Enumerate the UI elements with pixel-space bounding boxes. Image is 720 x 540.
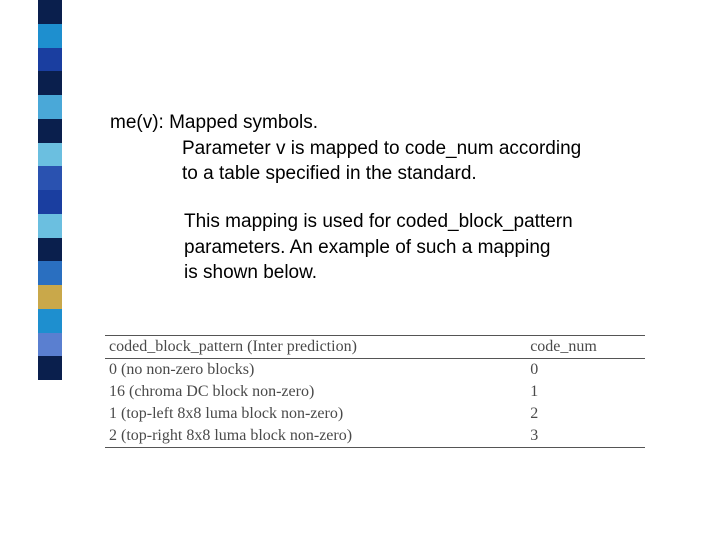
text-line: to a table specified in the standard. xyxy=(110,161,670,187)
table-cell: 3 xyxy=(526,425,645,448)
table-header-cell: code_num xyxy=(526,336,645,359)
decorative-sidebar xyxy=(38,0,62,380)
sidebar-block xyxy=(38,24,62,48)
main-text-block: me(v): Mapped symbols. Parameter v is ma… xyxy=(110,110,670,286)
table-row: 1 (top-left 8x8 luma block non-zero)2 xyxy=(105,403,645,425)
sidebar-block xyxy=(38,166,62,190)
table-cell: 2 xyxy=(526,403,645,425)
sidebar-block xyxy=(38,333,62,357)
sidebar-block xyxy=(38,214,62,238)
table-cell: 1 xyxy=(526,381,645,403)
table-row: 0 (no non-zero blocks)0 xyxy=(105,359,645,382)
sidebar-block xyxy=(38,261,62,285)
text-line: This mapping is used for coded_block_pat… xyxy=(110,209,670,235)
table-header-row: coded_block_pattern (Inter prediction) c… xyxy=(105,336,645,359)
sidebar-block xyxy=(38,119,62,143)
sidebar-block xyxy=(38,48,62,72)
text-line: Parameter v is mapped to code_num accord… xyxy=(110,136,670,162)
sidebar-block xyxy=(38,285,62,309)
table-cell: 2 (top-right 8x8 luma block non-zero) xyxy=(105,425,526,448)
text-line: parameters. An example of such a mapping xyxy=(110,235,670,261)
sidebar-block xyxy=(38,143,62,167)
sidebar-block xyxy=(38,95,62,119)
table-cell: 1 (top-left 8x8 luma block non-zero) xyxy=(105,403,526,425)
sidebar-block xyxy=(38,309,62,333)
sidebar-block xyxy=(38,71,62,95)
text-line: is shown below. xyxy=(110,260,670,286)
sidebar-block xyxy=(38,0,62,24)
sidebar-block xyxy=(38,356,62,380)
mapping-table: coded_block_pattern (Inter prediction) c… xyxy=(105,335,645,448)
table-row: 16 (chroma DC block non-zero)1 xyxy=(105,381,645,403)
table-cell: 0 (no non-zero blocks) xyxy=(105,359,526,382)
paragraph-2: This mapping is used for coded_block_pat… xyxy=(110,209,670,286)
sidebar-block xyxy=(38,238,62,262)
table-row: 2 (top-right 8x8 luma block non-zero)3 xyxy=(105,425,645,448)
mapping-table-container: coded_block_pattern (Inter prediction) c… xyxy=(105,335,645,448)
table-cell: 16 (chroma DC block non-zero) xyxy=(105,381,526,403)
text-line: me(v): Mapped symbols. xyxy=(110,110,670,136)
sidebar-block xyxy=(38,190,62,214)
table-cell: 0 xyxy=(526,359,645,382)
paragraph-1: me(v): Mapped symbols. Parameter v is ma… xyxy=(110,110,670,187)
table-header-cell: coded_block_pattern (Inter prediction) xyxy=(105,336,526,359)
